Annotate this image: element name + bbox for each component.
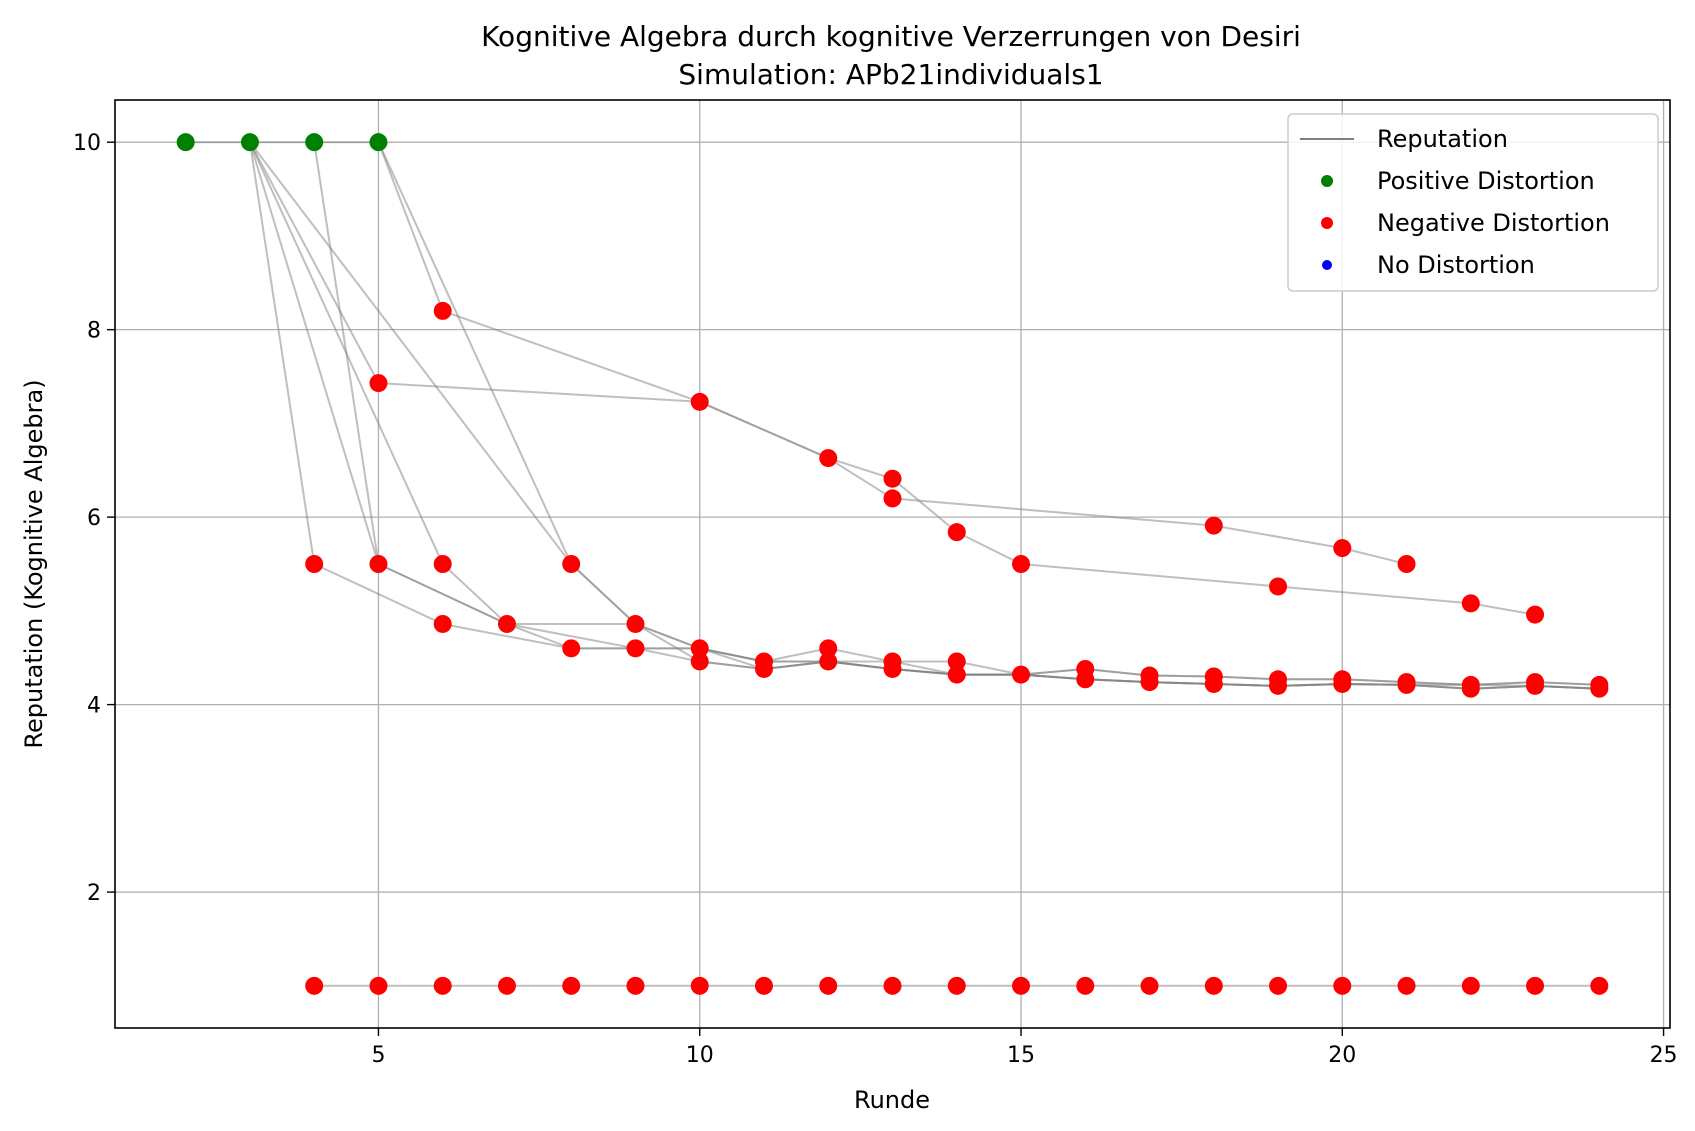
- negative-distortion-point: [1526, 976, 1545, 995]
- negative-distortion-point: [433, 301, 452, 320]
- negative-distortion-point: [883, 469, 902, 488]
- negative-distortion-point: [690, 639, 709, 658]
- negative-distortion-point: [497, 614, 516, 633]
- negative-distortion-point: [1140, 673, 1159, 692]
- y-tick-label: 10: [73, 131, 101, 156]
- x-axis-label: Runde: [854, 1086, 930, 1114]
- negative-distortion-point: [883, 489, 902, 508]
- negative-distortion-point: [369, 555, 388, 573]
- negative-distortion-point: [1526, 605, 1545, 624]
- negative-distortion-point: [1461, 976, 1480, 995]
- negative-distortion-point: [1461, 594, 1480, 613]
- negative-distortion-point: [754, 659, 773, 678]
- negative-distortion-point: [1333, 674, 1352, 693]
- negative-distortion-point: [1526, 676, 1545, 695]
- negative-distortion-point: [819, 639, 838, 658]
- legend-label-reputation: Reputation: [1377, 125, 1508, 153]
- negative-distortion-point: [1140, 976, 1159, 995]
- positive-distortion-point: [240, 133, 259, 152]
- negative-distortion-point: [1269, 976, 1288, 995]
- negative-distortion-point: [433, 555, 452, 573]
- chart-title: Kognitive Algebra durch kognitive Verzer…: [481, 20, 1301, 53]
- negative-distortion-point: [369, 976, 388, 995]
- y-tick-label: 2: [87, 881, 101, 906]
- positive-distortion-point: [369, 133, 388, 152]
- negative-distortion-point: [1204, 674, 1223, 693]
- negative-distortion-point: [1012, 665, 1031, 684]
- x-tick-label: 15: [1007, 1043, 1035, 1068]
- reputation-line: [249, 141, 1407, 565]
- negative-distortion-point: [1461, 679, 1480, 698]
- legend-negative-swatch: [1321, 217, 1333, 229]
- negative-distortion-point: [562, 976, 581, 995]
- positive-distortion-point: [176, 133, 195, 152]
- negative-distortion-point: [819, 449, 838, 468]
- negative-distortion-point: [947, 652, 966, 671]
- negative-distortion-point: [819, 652, 838, 671]
- negative-distortion-point: [1076, 976, 1095, 995]
- negative-distortion-point: [1269, 577, 1288, 596]
- negative-distortion-point: [690, 652, 709, 671]
- chart-subtitle: Simulation: APb21individuals1: [678, 58, 1103, 91]
- x-tick-label: 10: [686, 1043, 714, 1068]
- plot-frame: [114, 99, 1671, 1029]
- negative-distortion-point: [1397, 976, 1416, 995]
- negative-distortion-point: [626, 976, 645, 995]
- negative-distortion-point: [1333, 539, 1352, 558]
- negative-distortion-point: [947, 523, 966, 542]
- y-axis-ticks: 2 4 6 8 10: [73, 131, 115, 906]
- negative-distortion-point: [305, 976, 324, 995]
- negative-distortion-point: [754, 976, 773, 995]
- negative-distortion-point: [690, 976, 709, 995]
- y-axis-label: Reputation (Kognitive Algebra): [20, 379, 48, 748]
- negative-distortion-point: [433, 614, 452, 633]
- x-axis-ticks: 5 10 15 20 25: [371, 1028, 1678, 1068]
- legend-label-positive: Positive Distortion: [1377, 167, 1595, 195]
- negative-distortion-point: [626, 614, 645, 633]
- x-tick-label: 5: [371, 1043, 385, 1068]
- reputation-line: [377, 141, 1536, 616]
- negative-distortion-point: [1333, 976, 1352, 995]
- legend-none-swatch: [1322, 260, 1332, 270]
- legend-label-negative: Negative Distortion: [1377, 209, 1610, 237]
- negative-distortion-point: [1269, 676, 1288, 695]
- legend: Reputation Positive Distortion Negative …: [1287, 113, 1659, 292]
- negative-distortion-point: [1590, 976, 1609, 995]
- legend-positive-swatch: [1321, 175, 1333, 187]
- negative-distortion-point: [562, 555, 581, 573]
- negative-distortion-point: [1590, 679, 1609, 698]
- y-tick-label: 8: [87, 319, 101, 344]
- negative-distortion-point: [1204, 516, 1223, 535]
- x-tick-label: 25: [1650, 1043, 1678, 1068]
- negative-distortion-point: [1204, 976, 1223, 995]
- negative-distortion-point: [497, 976, 516, 995]
- negative-distortion-point: [433, 976, 452, 995]
- legend-box: [1287, 113, 1659, 292]
- positive-distortion-point: [305, 133, 324, 152]
- negative-distortion-point: [1076, 670, 1095, 689]
- negative-distortion-point: [819, 976, 838, 995]
- markers: [176, 133, 1609, 995]
- negative-distortion-point: [883, 659, 902, 678]
- negative-distortion-point: [1397, 675, 1416, 694]
- legend-label-none: No Distortion: [1377, 251, 1535, 279]
- negative-distortion-point: [626, 639, 645, 658]
- negative-distortion-point: [369, 374, 388, 393]
- x-tick-label: 20: [1328, 1043, 1356, 1068]
- y-tick-label: 6: [87, 506, 101, 531]
- negative-distortion-point: [1012, 976, 1031, 995]
- negative-distortion-point: [947, 976, 966, 995]
- negative-distortion-point: [690, 392, 709, 411]
- negative-distortion-point: [883, 976, 902, 995]
- negative-distortion-point: [1397, 555, 1416, 573]
- reputation-line: [377, 141, 1600, 690]
- negative-distortion-point: [947, 665, 966, 684]
- negative-distortion-point: [1012, 555, 1031, 573]
- negative-distortion-point: [305, 555, 324, 573]
- y-tick-label: 4: [87, 694, 101, 719]
- negative-distortion-point: [562, 639, 581, 658]
